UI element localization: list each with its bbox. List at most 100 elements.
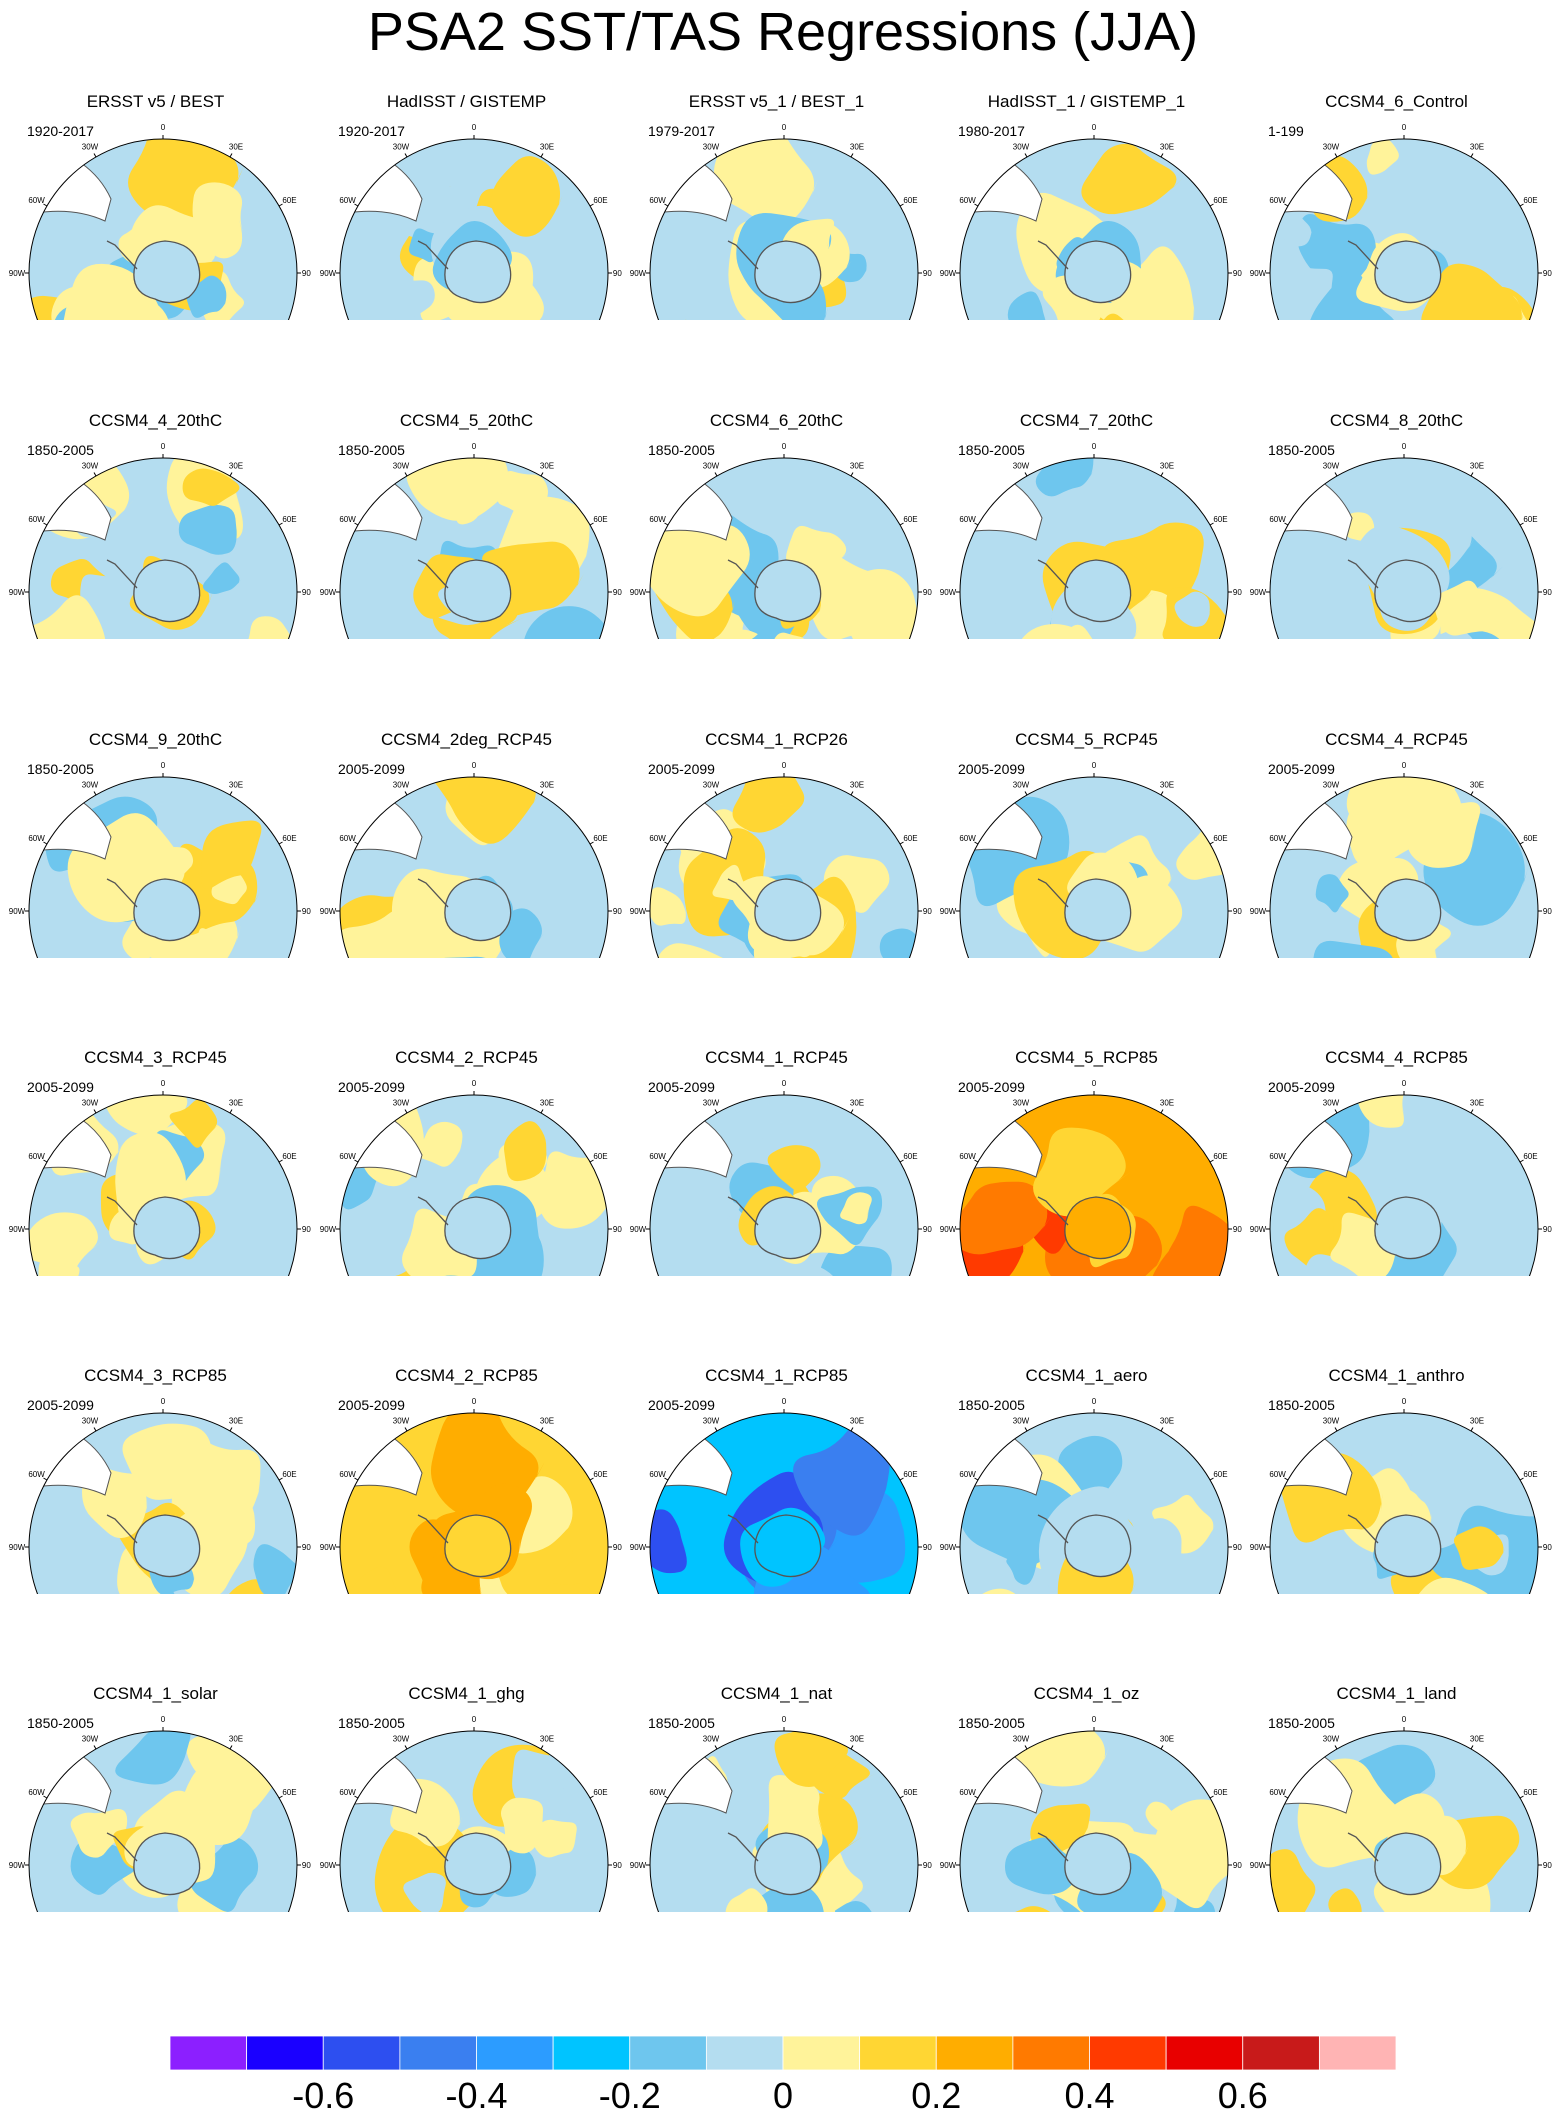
longitude-label: 60W — [1269, 1470, 1286, 1479]
panel-period: 2005-2099 — [648, 761, 715, 777]
anomaly-contour — [101, 1095, 192, 1136]
south-america-coastline — [655, 1436, 733, 1496]
colorbar — [170, 2036, 1396, 2070]
longitude-label: 30W — [82, 462, 99, 471]
longitude-label: 90E — [1543, 907, 1552, 916]
anomaly-contour — [1033, 1127, 1131, 1217]
antarctica-coastline — [1064, 878, 1132, 942]
longitude-label: 90W — [9, 588, 26, 597]
longitude-label: 90E — [1543, 1543, 1552, 1552]
longitude-tick — [664, 1795, 669, 1799]
anomaly-contour — [115, 1731, 191, 1785]
peninsula-coastline — [106, 240, 138, 270]
south-america-coastline — [1275, 1118, 1353, 1178]
anomaly-contour — [694, 1189, 744, 1227]
panel-title: CCSM4_1_oz — [1033, 1684, 1140, 1703]
longitude-tick — [850, 472, 854, 477]
longitude-label: 30W — [82, 781, 99, 790]
anomaly-contour — [499, 908, 544, 958]
south-america-coastline — [34, 481, 112, 541]
panel-title: CCSM4_2_RCP85 — [395, 1366, 538, 1385]
polar-map: 030E60E90E120E150E180150W120W90W60W30W — [320, 1079, 622, 1276]
longitude-tick — [664, 1159, 669, 1163]
south-america-coastline — [655, 800, 733, 860]
polar-map: 030E60E90E120E150E180150W120W90W60W30W — [320, 761, 622, 958]
longitude-label: 30E — [1470, 462, 1484, 471]
colorbar-tick-label: -0.2 — [598, 2075, 661, 2116]
longitude-label: 60E — [1523, 1788, 1537, 1797]
longitude-tick — [589, 1477, 594, 1481]
anomaly-contour — [960, 514, 1050, 629]
longitude-label: 30E — [850, 143, 864, 152]
longitude-tick — [850, 1109, 854, 1114]
longitude-tick — [354, 1159, 359, 1163]
anomaly-contour — [1144, 1799, 1228, 1909]
colorbar-tick-label: 0.4 — [1064, 2075, 1115, 2116]
panel-period: 1850-2005 — [1268, 1397, 1335, 1413]
longitude-label: 90W — [320, 907, 337, 916]
longitude-label: 60E — [1523, 834, 1537, 843]
longitude-label: 90E — [1233, 907, 1242, 916]
longitude-label: 60E — [1213, 834, 1227, 843]
longitude-label: 90E — [302, 1225, 311, 1234]
anomaly-contour — [153, 847, 195, 879]
colorbar-swatch — [705, 2036, 784, 2070]
longitude-label: 30E — [1470, 1099, 1484, 1108]
antarctica-coastline — [133, 559, 201, 623]
longitude-tick — [1519, 1477, 1524, 1481]
peninsula-coastline — [417, 1832, 449, 1862]
longitude-label: 60W — [28, 196, 45, 205]
peninsula-coastline — [1037, 1832, 1069, 1862]
longitude-tick — [540, 1745, 544, 1750]
longitude-label: 90E — [1233, 1225, 1242, 1234]
longitude-label: 90W — [320, 588, 337, 597]
south-america-coastline — [345, 1436, 423, 1496]
longitude-tick — [404, 1109, 408, 1114]
longitude-tick — [93, 1745, 97, 1750]
colorbar-swatch — [552, 2036, 631, 2070]
polar-map: 030E60E90E120E150E180150W120W90W60W30W — [940, 761, 1242, 958]
longitude-tick — [899, 522, 904, 526]
longitude-label: 30W — [1323, 143, 1340, 152]
panel-period: 1850-2005 — [338, 442, 405, 458]
anomaly-contour — [767, 1145, 823, 1191]
longitude-label: 0 — [1092, 761, 1097, 770]
longitude-label: 30W — [1323, 1099, 1340, 1108]
anomaly-contour — [1410, 1427, 1479, 1482]
peninsula-coastline — [106, 1832, 138, 1862]
longitude-tick — [1024, 791, 1028, 796]
longitude-tick — [1470, 153, 1474, 158]
peninsula-coastline — [727, 1832, 759, 1862]
longitude-label: 0 — [472, 1397, 477, 1406]
longitude-tick — [354, 841, 359, 845]
longitude-tick — [1334, 1109, 1338, 1114]
panel-period: 2005-2099 — [338, 1397, 405, 1413]
longitude-label: 90W — [940, 907, 957, 916]
longitude-label: 30E — [1470, 1735, 1484, 1744]
map-panel: CCSM4_1_oz1850-2005030E60E90E120E150E180… — [931, 1592, 1242, 1912]
peninsula-coastline — [1347, 878, 1379, 908]
longitude-label: 30W — [703, 143, 720, 152]
anomaly-contour — [1278, 210, 1312, 247]
longitude-label: 60W — [649, 834, 666, 843]
longitude-tick — [1024, 1745, 1028, 1750]
south-america-coastline — [34, 1118, 112, 1178]
peninsula-coastline — [106, 1196, 138, 1226]
figure-title: PSA2 SST/TAS Regressions (JJA) — [367, 2, 1199, 62]
longitude-label: 90W — [320, 1225, 337, 1234]
panel-title: CCSM4_2deg_RCP45 — [380, 730, 553, 749]
antarctica-coastline — [444, 1196, 512, 1260]
antarctica-coastline — [1064, 1514, 1132, 1578]
longitude-tick — [1284, 522, 1289, 526]
antarctica-coastline — [1064, 240, 1132, 304]
anomaly-contour — [1004, 1837, 1085, 1895]
longitude-label: 30W — [1013, 1735, 1030, 1744]
longitude-label: 0 — [1092, 1079, 1097, 1088]
longitude-label: 90E — [923, 588, 932, 597]
longitude-label: 30W — [1013, 462, 1030, 471]
south-america-coastline — [34, 162, 112, 222]
longitude-tick — [229, 1745, 233, 1750]
longitude-tick — [1519, 203, 1524, 207]
panel-title: CCSM4_3_RCP85 — [84, 1366, 227, 1385]
south-america-coastline — [345, 481, 423, 541]
